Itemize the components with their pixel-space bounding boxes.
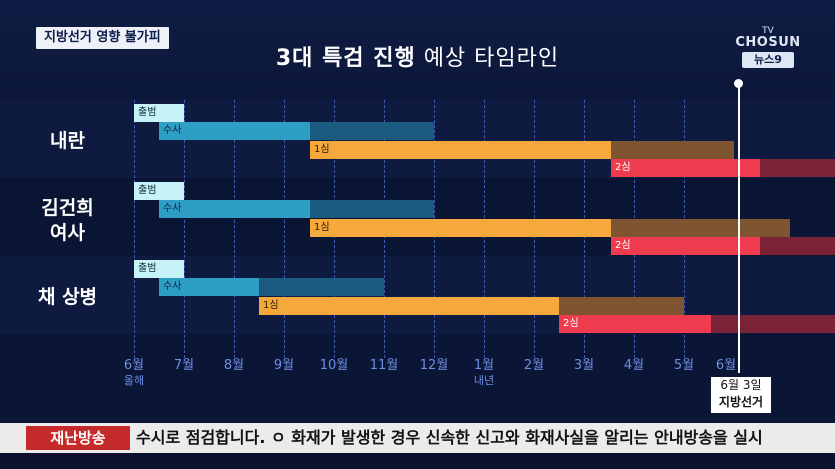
axis-month-label: 11월 xyxy=(369,358,399,373)
logo-line3: 뉴스9 xyxy=(742,52,794,68)
bar-second-trial-extension xyxy=(760,237,835,255)
bar-investigation-extension xyxy=(259,278,384,296)
axis-month-label: 4월 xyxy=(623,358,645,373)
row-label-marine: 채 상병 xyxy=(37,286,98,308)
bar-first-trial: 1심 xyxy=(310,141,611,159)
bar-second-trial: 2심 xyxy=(559,315,711,333)
axis-month-label: 1월 내년 xyxy=(464,358,504,388)
bar-first-trial: 1심 xyxy=(259,297,559,315)
row-label-insurrection: 내란 xyxy=(50,130,85,152)
bar-second-trial: 2심 xyxy=(611,237,760,255)
axis-month-label: 6월 xyxy=(715,358,737,373)
title-light: 예상 타임라인 xyxy=(423,46,560,71)
month-sub-next-year: 내년 xyxy=(473,374,495,387)
election-date: 6월 3일 xyxy=(720,378,762,392)
bar-launch: 출범 xyxy=(134,104,184,122)
row-label-kimkeonhee-2: 여사 xyxy=(50,222,85,244)
month-text: 6월 xyxy=(123,358,145,373)
bar-first-trial-extension xyxy=(559,297,684,315)
election-marker-line xyxy=(738,83,740,373)
header-background xyxy=(0,0,835,100)
page-title: 3대 특검 진행 예상 타임라인 xyxy=(0,40,835,72)
logo-line1: TV xyxy=(762,26,774,36)
broadcaster-logo: TV CHOSUN 뉴스9 xyxy=(733,26,803,68)
logo-line2: CHOSUN xyxy=(735,35,801,50)
month-text: 1월 xyxy=(473,358,495,373)
month-sub-this-year: 올해 xyxy=(123,374,145,387)
axis-month-label: 5월 xyxy=(673,358,695,373)
bar-second-trial: 2심 xyxy=(611,159,760,177)
row-label-kimkeonhee-1: 김건희 xyxy=(41,197,94,219)
title-bold: 3대 특검 진행 xyxy=(275,46,416,71)
election-marker-label: 6월 3일 지방선거 xyxy=(711,377,771,413)
bar-investigation: 수사 xyxy=(159,122,310,140)
bar-first-trial-extension xyxy=(611,219,790,237)
axis-month-label: 12월 xyxy=(419,358,449,373)
bar-first-trial-extension xyxy=(611,141,734,159)
bar-investigation-extension xyxy=(310,200,434,218)
axis-month-label: 7월 xyxy=(173,358,195,373)
month-gridline xyxy=(134,100,135,358)
bar-investigation-extension xyxy=(310,122,434,140)
bar-investigation: 수사 xyxy=(159,278,259,296)
ticker-label: 재난방송 xyxy=(26,426,130,450)
axis-month-label: 9월 xyxy=(273,358,295,373)
bar-investigation: 수사 xyxy=(159,200,310,218)
month-gridline xyxy=(184,100,185,358)
bottom-strip xyxy=(0,453,835,469)
news-ticker xyxy=(0,423,835,453)
bar-second-trial-extension xyxy=(711,315,835,333)
axis-month-label: 10월 xyxy=(319,358,349,373)
axis-month-label: 3월 xyxy=(573,358,595,373)
election-event: 지방선거 xyxy=(718,395,764,409)
axis-month-label: 2월 xyxy=(523,358,545,373)
bar-first-trial: 1심 xyxy=(310,219,611,237)
axis-month-label: 8월 xyxy=(223,358,245,373)
bar-launch: 출범 xyxy=(134,260,184,278)
bar-launch: 출범 xyxy=(134,182,184,200)
ticker-text: 수시로 점검합니다. ㅇ 화재가 발생한 경우 신속한 신고와 화재사실을 알리… xyxy=(136,428,763,447)
month-gridline xyxy=(234,100,235,358)
month-gridline xyxy=(284,100,285,358)
axis-month-label: 6월 올해 xyxy=(114,358,154,388)
election-marker-dot xyxy=(734,79,743,88)
bar-second-trial-extension xyxy=(760,159,835,177)
topic-tag: 지방선거 영향 불가피 xyxy=(36,27,169,49)
